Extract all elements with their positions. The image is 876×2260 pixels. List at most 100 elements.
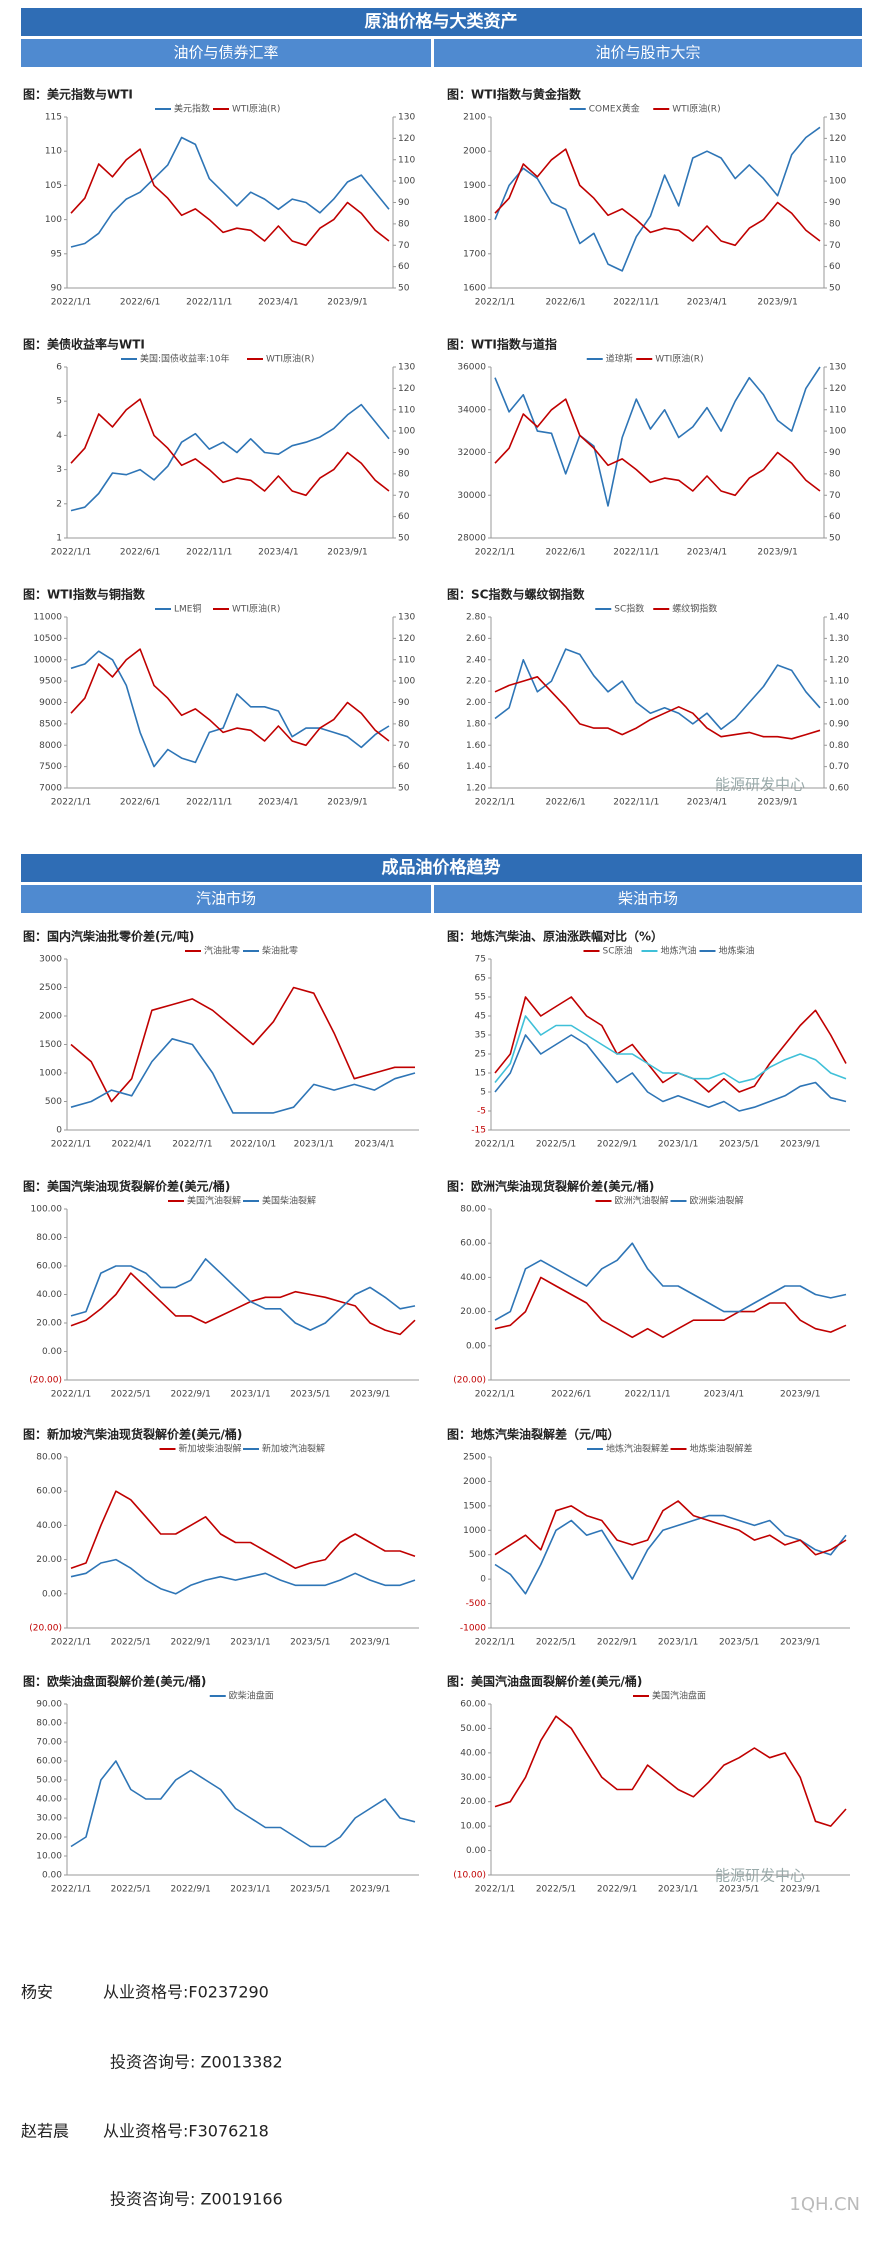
y2-tick-label: 80 <box>398 219 410 229</box>
y-tick-label: 10.00 <box>36 1852 62 1862</box>
y2-tick-label: 80 <box>398 469 410 479</box>
series-line <box>494 1514 847 1595</box>
y-tick-label: 95 <box>51 249 62 259</box>
y-tick-label: 105 <box>45 181 62 191</box>
y-tick-label: 20.00 <box>36 1319 62 1329</box>
legend-label: 美国:国债收益率:10年 <box>140 353 230 365</box>
x-tick-label: 2022/6/1 <box>120 298 160 308</box>
series-line <box>494 148 821 247</box>
y2-tick-label: 0.70 <box>829 762 849 772</box>
x-tick-label: 2023/4/1 <box>687 798 727 808</box>
y-tick-label: 3000 <box>39 955 62 965</box>
x-tick-label: 2023/1/1 <box>230 1638 270 1648</box>
column-title: 汽油市场 <box>196 890 256 908</box>
y2-tick-label: 1.40 <box>829 613 849 623</box>
y-tick-label: 7500 <box>39 762 62 772</box>
y-tick-label: -15 <box>471 1126 486 1136</box>
x-tick-label: 2022/9/1 <box>597 1885 637 1895</box>
y-tick-label: -500 <box>466 1599 487 1609</box>
y2-tick-label: 0.80 <box>829 741 849 751</box>
y-tick-label: 100.00 <box>31 1205 63 1215</box>
y2-tick-label: 1.20 <box>829 655 849 665</box>
series-line <box>70 1258 416 1331</box>
legend-label: 汽油批零 <box>204 945 240 957</box>
legend-label: 美元指数 <box>174 103 210 115</box>
x-tick-label: 2022/1/1 <box>475 1390 515 1400</box>
legend-label: 螺纹钢指数 <box>672 603 717 615</box>
y-tick-label: 2000 <box>39 1012 62 1022</box>
y-tick-label: 0.00 <box>42 1589 62 1599</box>
x-tick-label: 2023/9/1 <box>350 1638 390 1648</box>
y2-tick-label: 60 <box>829 262 841 272</box>
y2-tick-label: 90 <box>829 198 841 208</box>
chart-title: 图：WTI指数与道指 <box>447 337 557 352</box>
y-tick-label: 40.00 <box>36 1290 62 1300</box>
y-tick-label: 15 <box>475 1069 486 1079</box>
y-tick-label: 75 <box>475 955 486 965</box>
y-tick-label: 2 <box>56 499 62 509</box>
legend-label: 新加坡柴油裂解 <box>179 1443 242 1455</box>
series-line <box>70 148 390 247</box>
y-tick-label: 1 <box>56 534 62 544</box>
x-tick-label: 2022/11/1 <box>613 548 659 558</box>
y2-tick-label: 70 <box>398 491 410 501</box>
y2-tick-label: 100 <box>829 177 846 187</box>
y2-tick-label: 60 <box>398 512 410 522</box>
legend-label: 美国汽油盘面 <box>652 1690 706 1702</box>
y2-tick-label: 130 <box>829 113 846 123</box>
x-tick-label: 2022/5/1 <box>111 1638 151 1648</box>
chart-title: 图：美国汽油盘面裂解价差(美元/桶) <box>447 1674 642 1689</box>
y2-tick-label: 130 <box>829 363 846 373</box>
legend-label: 美国柴油裂解 <box>262 1195 316 1207</box>
y-tick-label: 34000 <box>457 405 486 415</box>
series-line <box>494 676 821 740</box>
y-tick-label: 36000 <box>457 363 486 373</box>
y-tick-label: 2.80 <box>466 613 486 623</box>
chart-title: 图：美国汽柴油现货裂解价差(美元/桶) <box>23 1179 230 1194</box>
y2-tick-label: 110 <box>829 155 846 165</box>
series-line <box>494 1242 847 1321</box>
y-tick-label: 35 <box>475 1031 486 1041</box>
y-tick-label: 50.00 <box>460 1724 486 1734</box>
x-tick-label: 2022/11/1 <box>186 298 232 308</box>
y-tick-label: 110 <box>45 147 62 157</box>
y-tick-label: 500 <box>469 1550 486 1560</box>
y-tick-label: -1000 <box>460 1624 486 1634</box>
y2-tick-label: 80 <box>829 469 841 479</box>
y2-tick-label: 110 <box>398 405 415 415</box>
x-tick-label: 2022/6/1 <box>120 548 160 558</box>
x-tick-label: 2023/5/1 <box>290 1885 330 1895</box>
column-bar <box>21 39 431 67</box>
y2-tick-label: 50 <box>398 534 410 544</box>
y2-tick-label: 100 <box>398 177 415 187</box>
y-tick-label: 0.00 <box>42 1347 62 1357</box>
y-tick-label: 5 <box>56 397 62 407</box>
x-tick-label: 2023/9/1 <box>780 1140 820 1150</box>
y2-tick-label: 110 <box>398 655 415 665</box>
legend-label: SC原油 <box>603 945 633 957</box>
y-tick-label: 80.00 <box>36 1719 62 1729</box>
legend-label: 地炼柴油裂解差 <box>690 1443 753 1455</box>
series-line <box>70 1558 416 1595</box>
y2-tick-label: 60 <box>829 512 841 522</box>
x-tick-label: 2023/1/1 <box>230 1885 270 1895</box>
y-tick-label: 60.00 <box>36 1487 62 1497</box>
y2-tick-label: 100 <box>398 677 415 687</box>
y-tick-label: 3 <box>56 465 62 475</box>
y-tick-label: 1.20 <box>466 784 486 794</box>
x-tick-label: 2023/1/1 <box>658 1140 698 1150</box>
y-tick-label: 1600 <box>463 284 486 294</box>
x-tick-label: 2022/1/1 <box>51 298 91 308</box>
x-tick-label: 2022/1/1 <box>475 548 515 558</box>
y-tick-label: 40.00 <box>36 1795 62 1805</box>
legend-label: WTI原油(R) <box>266 353 314 365</box>
x-tick-label: 2023/9/1 <box>780 1390 820 1400</box>
x-tick-label: 2023/9/1 <box>350 1885 390 1895</box>
chart-title: 图：地炼汽柴油、原油涨跌幅对比（%） <box>447 929 663 944</box>
series-line <box>70 1272 416 1336</box>
x-tick-label: 2023/4/1 <box>258 548 298 558</box>
y-tick-label: 65 <box>475 974 486 984</box>
y2-tick-label: 130 <box>398 113 415 123</box>
chart-title: 图：WTI指数与铜指数 <box>23 587 146 602</box>
series-line <box>70 650 390 768</box>
